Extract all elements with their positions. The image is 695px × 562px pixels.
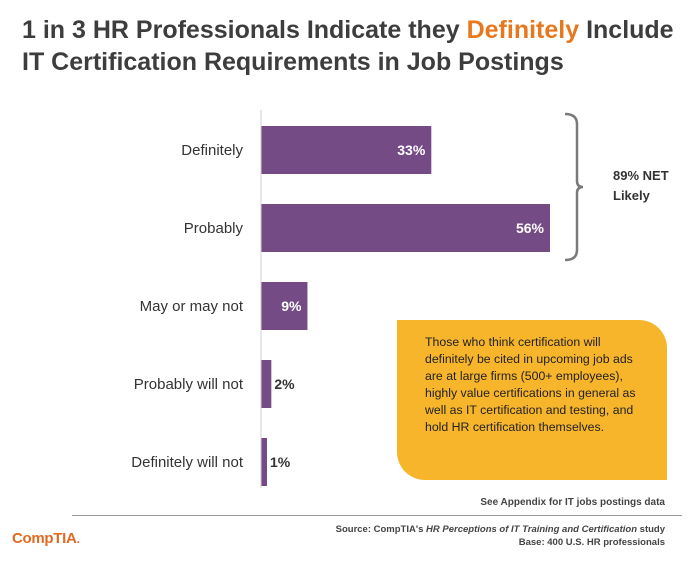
bar	[261, 360, 272, 408]
title-prefix: 1 in 3 HR Professionals Indicate they	[22, 16, 467, 44]
value-label: 9%	[281, 298, 302, 314]
logo-text: CompTIA	[12, 530, 77, 547]
category-label: Definitely	[181, 142, 243, 159]
net-line2: Likely	[613, 188, 650, 203]
net-line1: 89% NET	[613, 168, 669, 183]
source-note: Source: CompTIA's HR Perceptions of IT T…	[336, 523, 665, 549]
title-line2: IT Certification Requirements in Job Pos…	[22, 48, 564, 76]
comptia-logo: CompTIA.	[12, 530, 80, 547]
callout-box: Those who think certification will defin…	[397, 320, 667, 480]
source-suffix: study	[637, 524, 665, 535]
source-base: Base: 400 U.S. HR professionals	[518, 537, 665, 548]
bar	[261, 204, 550, 252]
category-label: Probably will not	[134, 376, 244, 393]
source-study: HR Perceptions of IT Training and Certif…	[426, 524, 638, 535]
net-likely-annotation: 89% NET Likely	[613, 166, 693, 206]
title-highlight: Definitely	[466, 16, 580, 44]
value-label: 2%	[274, 376, 295, 392]
callout-text: Those who think certification will defin…	[425, 335, 636, 434]
category-label: Probably	[184, 220, 244, 237]
category-label: Definitely will not	[131, 454, 244, 471]
source-prefix: Source: CompTIA's	[335, 524, 427, 535]
title-suffix: Include	[579, 16, 674, 44]
page-title: 1 in 3 HR Professionals Indicate they De…	[22, 14, 682, 78]
value-label: 56%	[516, 220, 545, 236]
category-label: May or may not	[140, 298, 244, 315]
bracket	[564, 112, 584, 262]
bar-chart: Definitely 33% Probably 56% May or may not 9%…	[131, 110, 584, 488]
value-label: 33%	[397, 142, 426, 158]
logo-dot: .	[76, 532, 80, 546]
appendix-note: See Appendix for IT jobs postings data	[480, 497, 665, 508]
bar	[261, 282, 308, 330]
bar	[261, 126, 432, 174]
footer-divider	[72, 515, 682, 516]
bar	[261, 438, 267, 486]
value-label: 1%	[270, 454, 291, 470]
